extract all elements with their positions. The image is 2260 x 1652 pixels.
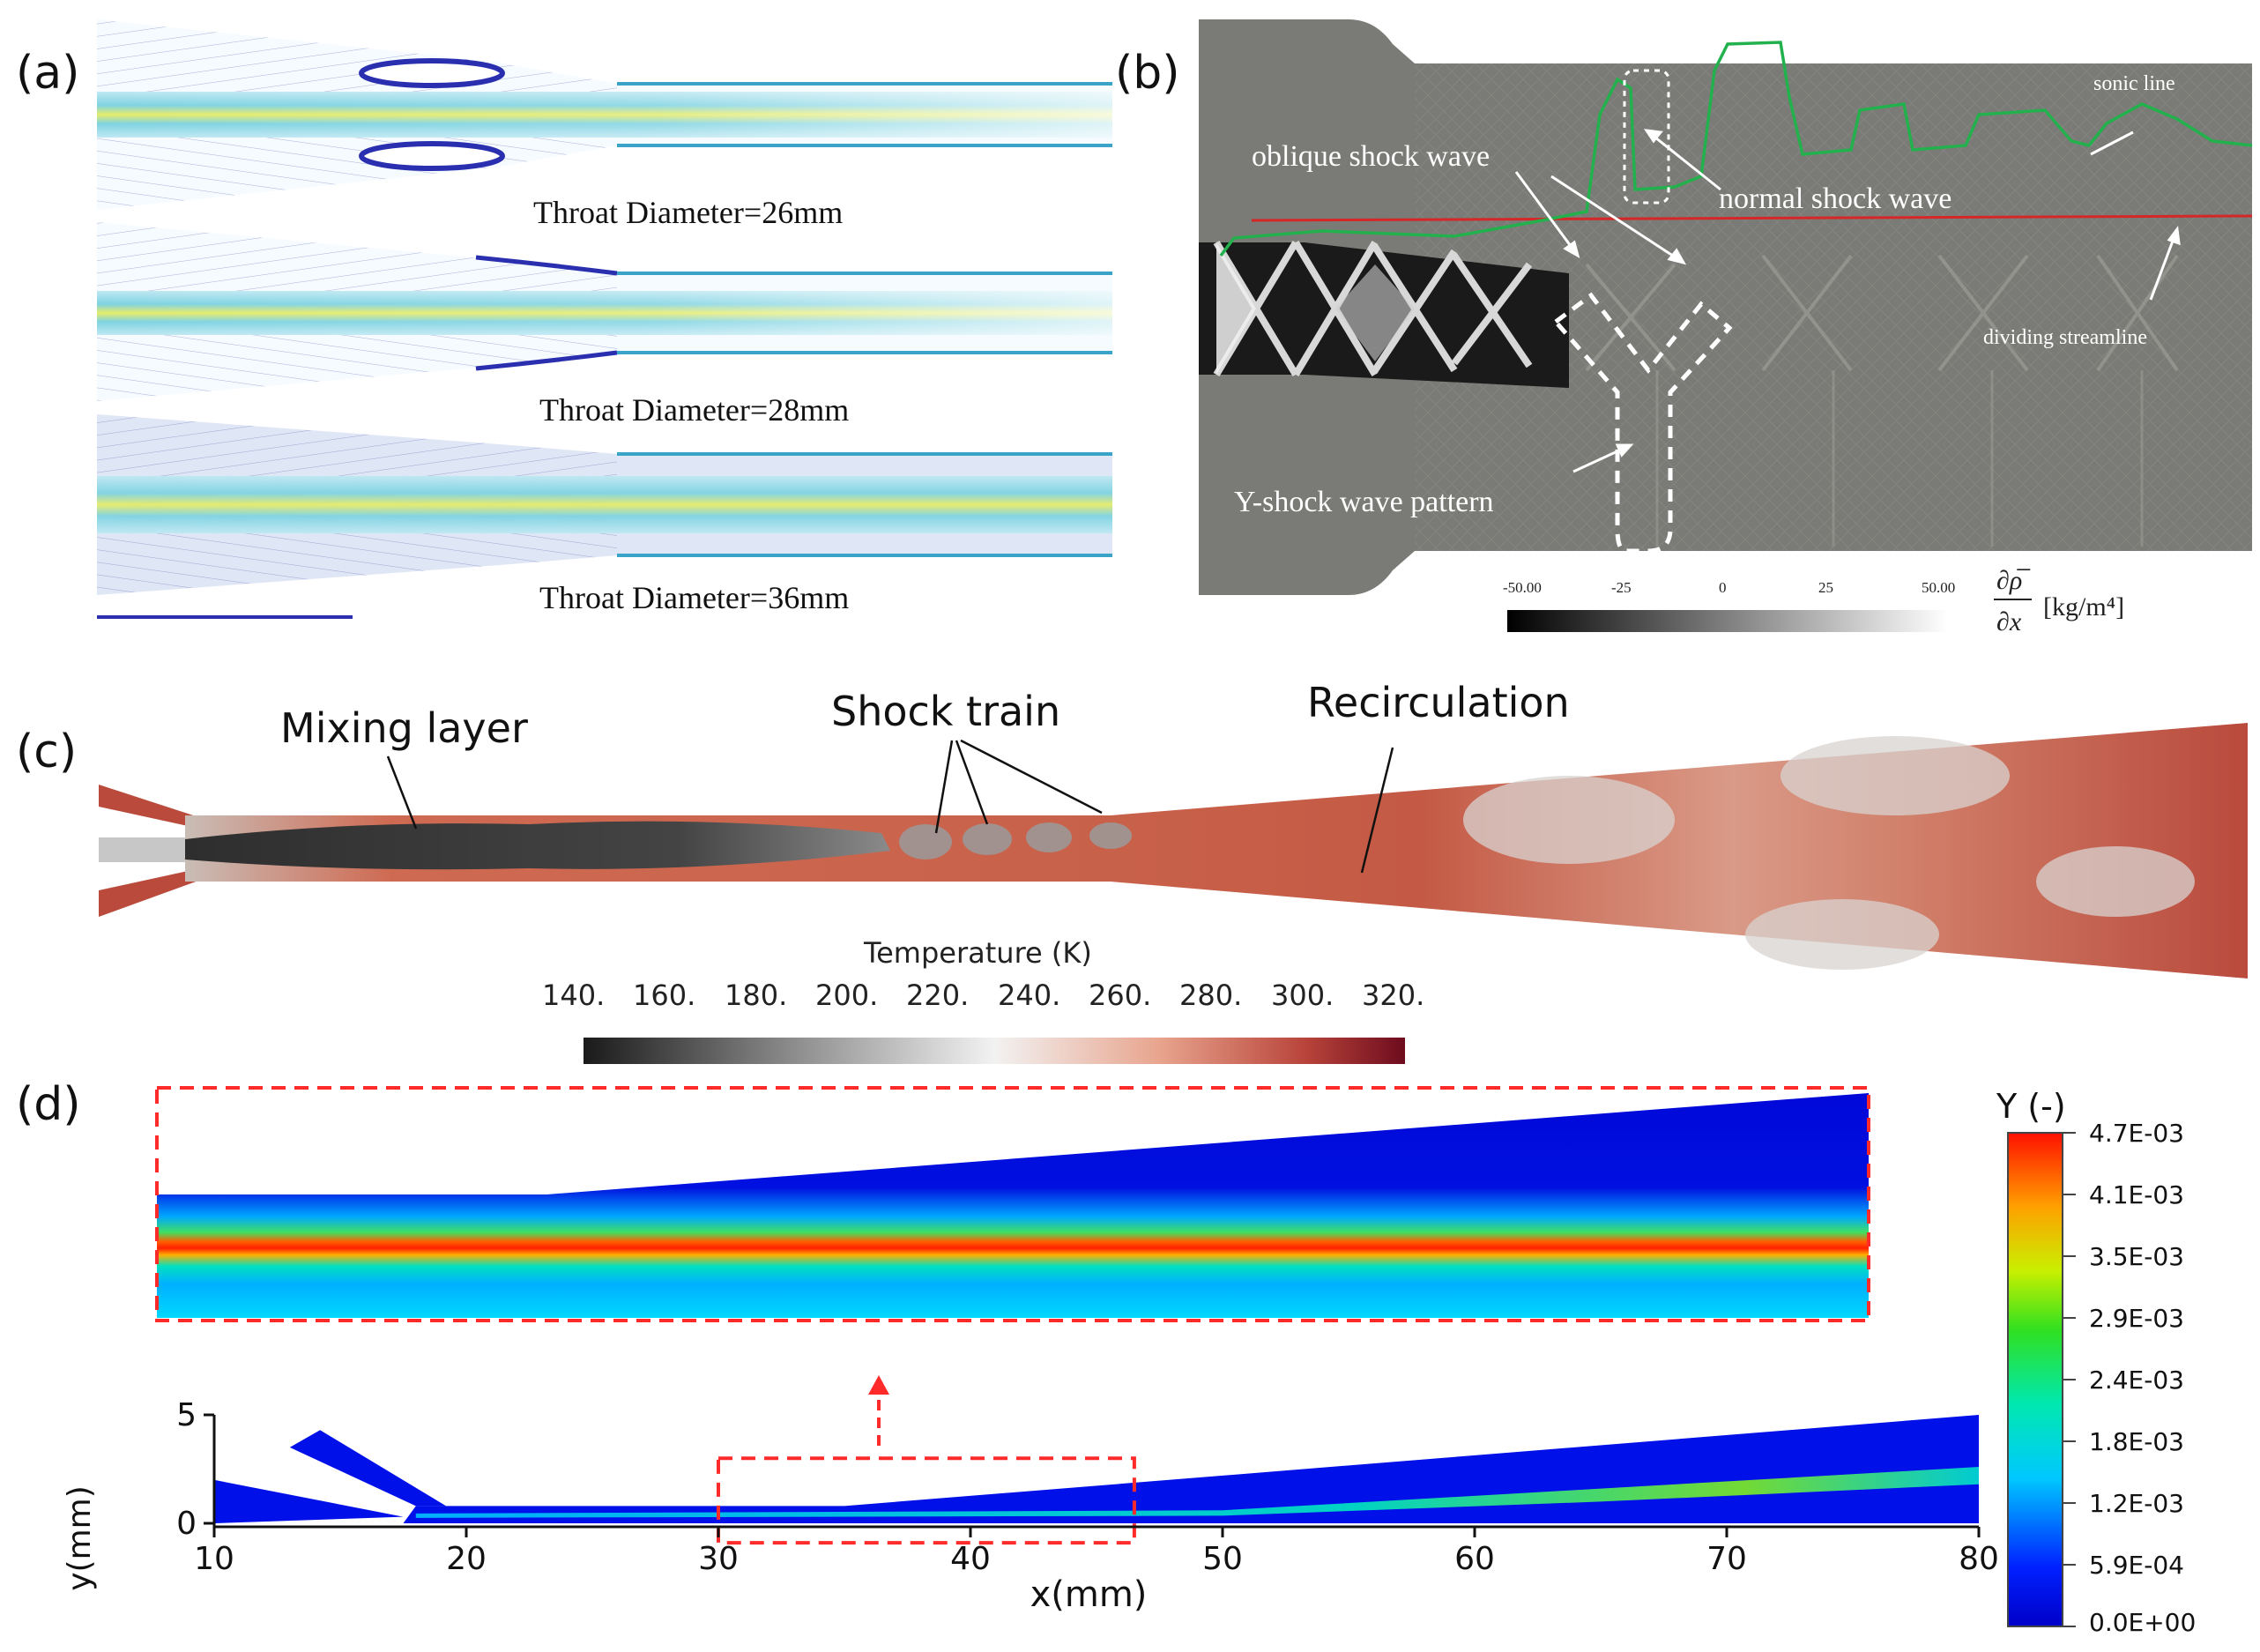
colorbar-c-ticks: 140. 160. 180. 200. 220. 240. 260. 280. … bbox=[542, 979, 1424, 1012]
cbar-d-tick: 5.9E-04 bbox=[2089, 1551, 2184, 1580]
cbar-d-tick: 2.4E-03 bbox=[2089, 1366, 2184, 1395]
cbar-d-tick: 2.9E-03 bbox=[2089, 1304, 2184, 1333]
secondary-inlet-upper bbox=[289, 1430, 447, 1507]
cbar-c-tick: 180. bbox=[725, 979, 787, 1012]
colorbar-b-ticks: -50.00 -25 0 25 50.00 bbox=[1503, 579, 1955, 596]
panel-b-label: (b) bbox=[1115, 47, 1180, 100]
colorbar-d-tickmarks bbox=[2063, 1132, 2076, 1627]
colorbar-b bbox=[1507, 610, 1948, 632]
panel-c-label: (c) bbox=[16, 726, 77, 778]
zoom-region-marker bbox=[717, 1456, 1136, 1545]
x-tick-label: 60 bbox=[1454, 1541, 1495, 1577]
shock-highlight bbox=[1216, 242, 1256, 375]
cbar-d-tick: 1.2E-03 bbox=[2089, 1489, 2184, 1518]
label-mixing-layer: Mixing layer bbox=[280, 704, 528, 752]
cbar-c-tick: 300. bbox=[1271, 979, 1334, 1012]
cbar-d-tick: 1.8E-03 bbox=[2089, 1427, 2184, 1456]
cbar-d-tick: 0.0E+00 bbox=[2089, 1608, 2196, 1637]
cbar-b-tick: 0 bbox=[1719, 579, 1727, 596]
cbar-c-tick: 320. bbox=[1362, 979, 1424, 1012]
recirculation-patches bbox=[1463, 736, 2195, 970]
nozzle-sim-26mm bbox=[97, 19, 1112, 210]
colorbar-b-derivative-den: ∂x bbox=[1996, 607, 2022, 636]
mixing-diffuser-domain bbox=[403, 1415, 1979, 1523]
label-y-shock: Y-shock wave pattern bbox=[1234, 486, 1494, 518]
sonic-line bbox=[1219, 41, 2253, 257]
annotation-arrows bbox=[1514, 129, 2181, 473]
weak-shock-train bbox=[1585, 254, 2179, 372]
cbar-b-tick: -25 bbox=[1611, 579, 1632, 596]
colorbar-d bbox=[2007, 1132, 2063, 1627]
label-dividing-streamline: dividing streamline bbox=[1983, 326, 2147, 349]
cbar-c-tick: 260. bbox=[1089, 979, 1151, 1012]
nozzle-sim-28mm bbox=[97, 222, 1112, 401]
shock-diamond bbox=[1335, 264, 1415, 361]
panel-b: (b) oblique shock wave normal shock wave bbox=[1115, 19, 2253, 636]
cbar-b-tick: 50.00 bbox=[1922, 579, 1955, 596]
domain-plot: 10 20 30 40 50 60 70 80 0 5 bbox=[176, 1397, 1999, 1577]
normal-shock-box bbox=[1623, 69, 1670, 205]
cbar-d-tick: 4.1E-03 bbox=[2089, 1180, 2184, 1209]
cbar-c-tick: 240. bbox=[998, 979, 1060, 1012]
zoom-arrow bbox=[868, 1375, 889, 1446]
x-tick-label: 30 bbox=[698, 1541, 739, 1577]
cbar-c-tick: 280. bbox=[1179, 979, 1242, 1012]
x-tick-label: 40 bbox=[950, 1541, 991, 1577]
cbar-c-tick: 220. bbox=[906, 979, 969, 1012]
colorbar-c bbox=[584, 1038, 1405, 1064]
cbar-c-tick: 140. bbox=[542, 979, 605, 1012]
label-shock-train: Shock train bbox=[831, 688, 1060, 735]
y-shock-box bbox=[1552, 292, 1733, 554]
y-tick-label: 5 bbox=[176, 1397, 197, 1433]
caption-throat-26: Throat Diameter=26mm bbox=[533, 195, 843, 230]
x-tick-label: 70 bbox=[1706, 1541, 1747, 1577]
cold-jet-core bbox=[185, 821, 890, 870]
y-tick-label: 0 bbox=[176, 1506, 197, 1542]
mixing-plume bbox=[415, 1467, 1979, 1518]
colorbar-b-derivative-num: ∂ρ̅ bbox=[1996, 566, 2031, 595]
vertical-waves bbox=[1655, 370, 2144, 547]
zoom-inset-frame bbox=[155, 1086, 1870, 1322]
caption-throat-36: Throat Diameter=36mm bbox=[539, 580, 849, 615]
colorbar-d-title: Y (-) bbox=[1996, 1087, 2066, 1126]
panel-a: (a) Throat Diameter=26mm Throat D bbox=[16, 19, 1112, 619]
x-tick-label: 80 bbox=[1959, 1541, 1999, 1577]
zoom-inset-field bbox=[157, 1093, 1869, 1318]
secondary-inlet-lower bbox=[214, 1479, 404, 1523]
cbar-c-tick: 160. bbox=[633, 979, 695, 1012]
x-tick-label: 50 bbox=[1202, 1541, 1243, 1577]
caption-throat-28: Throat Diameter=28mm bbox=[539, 392, 849, 428]
shock-cells bbox=[899, 822, 1132, 859]
colorbar-d-ticks: 4.7E-03 4.1E-03 3.5E-03 2.9E-03 2.4E-03 … bbox=[2089, 1119, 2196, 1637]
colorbar-b-unit: [kg/m⁴] bbox=[2043, 592, 2124, 621]
cbar-b-tick: -50.00 bbox=[1503, 579, 1542, 596]
label-normal-shock: normal shock wave bbox=[1719, 182, 1951, 215]
label-recirculation: Recirculation bbox=[1307, 679, 1570, 726]
x-axis-label: x(mm) bbox=[1030, 1574, 1148, 1615]
cbar-d-tick: 4.7E-03 bbox=[2089, 1119, 2184, 1148]
x-tick-label: 10 bbox=[194, 1541, 234, 1577]
nozzle-sim-36mm bbox=[97, 414, 1112, 595]
cbar-c-tick: 200. bbox=[815, 979, 878, 1012]
panel-d: (d) Y (-) 4.7E-03 4.1E-03 3.5E-03 2.9E-0… bbox=[16, 1078, 2196, 1637]
y-axis-label: y(mm) bbox=[62, 1485, 98, 1591]
cbar-d-tick: 3.5E-03 bbox=[2089, 1242, 2184, 1271]
panel-a-label: (a) bbox=[16, 47, 79, 100]
primary-inlet bbox=[99, 837, 203, 862]
cbar-b-tick: 25 bbox=[1818, 579, 1833, 596]
label-sonic-line: sonic line bbox=[2093, 72, 2175, 95]
c-annotation-lines bbox=[386, 739, 1394, 874]
panel-d-label: (d) bbox=[16, 1078, 81, 1131]
dividing-streamline bbox=[1251, 214, 2253, 222]
x-tick-label: 20 bbox=[446, 1541, 487, 1577]
temperature-field bbox=[185, 723, 2248, 979]
label-oblique-shock: oblique shock wave bbox=[1252, 140, 1490, 173]
colorbar-c-title: Temperature (K) bbox=[863, 936, 1092, 970]
panel-c: (c) Mixing layer Shock train Rec bbox=[16, 679, 2248, 1064]
